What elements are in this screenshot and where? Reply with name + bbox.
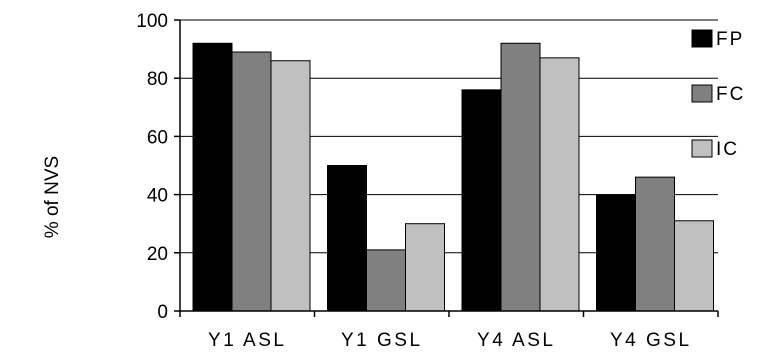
- bar-fc-3: [500, 42, 541, 312]
- x-tick-labels: Y1 ASL Y1 GSL Y4 ASL Y4 GSL: [179, 311, 719, 351]
- bar-fp-2: [327, 165, 367, 312]
- bar-fc-2: [366, 249, 406, 312]
- x-tick-label: Y1 GSL: [341, 330, 423, 351]
- legend-label-fp: FP: [716, 29, 744, 50]
- bar-fc-4: [635, 176, 675, 312]
- bar-ic-1: [270, 60, 311, 312]
- y-tick-label: 0: [157, 302, 168, 323]
- bar-fp-3: [461, 89, 502, 312]
- legend-swatch-fc: [691, 84, 713, 103]
- legend-label-fc: FC: [716, 84, 745, 105]
- y-tick-label: 60: [147, 127, 168, 148]
- y-axis-label: % of NVS: [42, 156, 63, 238]
- bar-fp-4: [596, 194, 636, 312]
- legend-swatch-fp: [691, 29, 713, 48]
- x-tick-label: Y1 ASL: [208, 330, 286, 351]
- bar-ic-2: [405, 223, 445, 312]
- y-tick-label: 100: [136, 11, 168, 32]
- bar-ic-4: [674, 220, 714, 312]
- legend-label-ic: IC: [716, 139, 739, 160]
- legend-swatch-ic: [691, 139, 713, 158]
- bar-ic-3: [539, 57, 580, 312]
- y-tick-labels: 0 20 40 60 80 100: [136, 11, 180, 323]
- bars: [192, 42, 714, 312]
- x-tick-label: Y4 ASL: [477, 330, 555, 351]
- y-tick-label: 80: [147, 69, 168, 90]
- legend: FP FC IC: [691, 29, 745, 160]
- y-tick-label: 40: [147, 186, 168, 207]
- x-tick-label: Y4 GSL: [610, 330, 692, 351]
- bar-fc-1: [231, 51, 272, 312]
- y-tick-label: 20: [147, 244, 168, 265]
- bar-fp-1: [192, 42, 233, 312]
